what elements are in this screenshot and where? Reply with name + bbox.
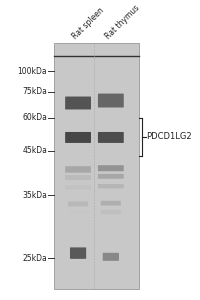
FancyBboxPatch shape [65,132,91,143]
FancyBboxPatch shape [100,210,120,214]
FancyBboxPatch shape [65,185,91,190]
FancyBboxPatch shape [70,248,86,259]
Text: 25kDa: 25kDa [22,254,47,262]
Text: Rat spleen: Rat spleen [70,6,105,41]
FancyBboxPatch shape [54,43,138,289]
Text: 60kDa: 60kDa [22,113,47,122]
Text: 100kDa: 100kDa [18,67,47,76]
Text: PDCD1LG2: PDCD1LG2 [146,132,191,141]
FancyBboxPatch shape [68,201,88,206]
Text: 35kDa: 35kDa [22,191,47,200]
FancyBboxPatch shape [68,210,88,215]
FancyBboxPatch shape [102,253,118,261]
FancyBboxPatch shape [65,97,91,110]
FancyBboxPatch shape [97,165,123,171]
FancyBboxPatch shape [65,166,91,173]
FancyBboxPatch shape [65,175,91,180]
Text: Rat thymus: Rat thymus [103,4,140,41]
FancyBboxPatch shape [97,132,123,143]
FancyBboxPatch shape [97,184,123,188]
Text: 45kDa: 45kDa [22,146,47,155]
FancyBboxPatch shape [97,174,123,179]
Text: 75kDa: 75kDa [22,87,47,96]
FancyBboxPatch shape [100,201,120,206]
FancyBboxPatch shape [97,94,123,107]
